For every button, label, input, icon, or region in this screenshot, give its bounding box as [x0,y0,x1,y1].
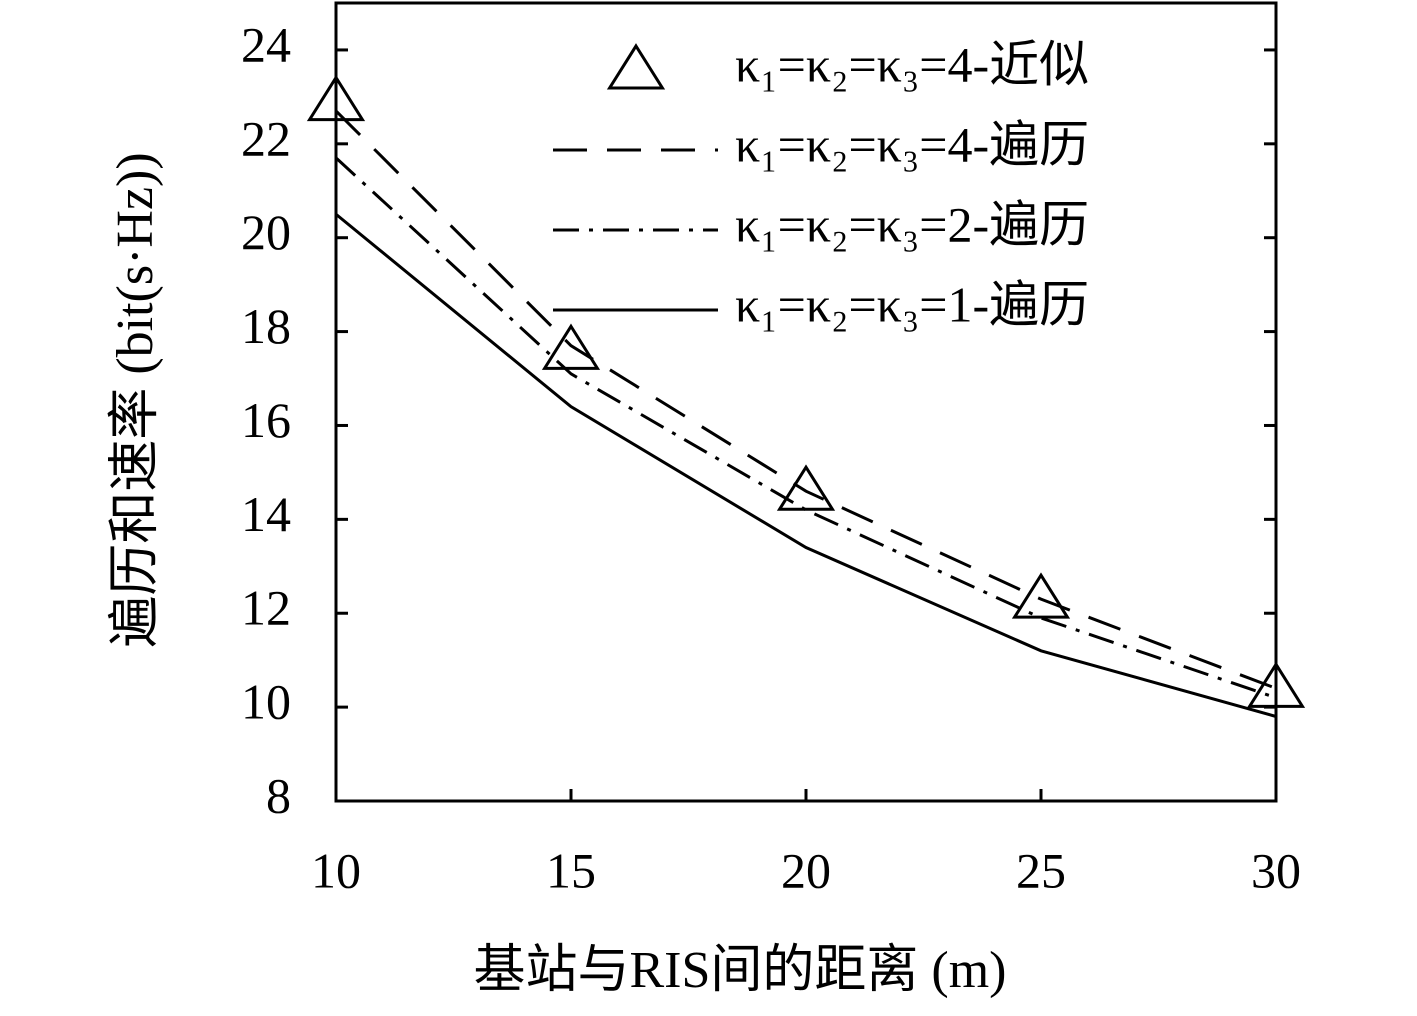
y-tick-label: 24 [241,16,291,72]
y-tick-label: 16 [241,392,291,448]
series-line [334,156,1277,700]
y-tick-label: 10 [241,674,291,730]
x-tick-label: 20 [781,842,831,898]
x-tick-label: 15 [546,842,596,898]
marker [1246,661,1306,708]
x-tick-label: 30 [1251,842,1301,898]
series-line [335,213,1277,718]
y-tick-label: 20 [241,204,291,260]
y-tick-label: 8 [266,767,291,823]
x-axis-label: 基站与RIS间的距离 (m) [473,942,1006,999]
x-tick-label: 10 [311,842,361,898]
x-tick-label: 25 [1016,842,1066,898]
legend-label: κ₁=κ₂=κ₃=1-遍历 [735,276,1089,332]
marker [306,74,366,122]
legend-label: κ₁=κ₂=κ₃=4-近似 [735,36,1089,92]
series-line [334,109,1277,690]
marker [1011,572,1071,619]
y-axis-label: 遍历和速率 (bit(s·Hz)) [107,152,164,647]
legend-symbol [606,43,666,90]
marker [776,464,836,511]
y-tick-label: 22 [241,110,291,166]
y-tick-label: 18 [241,298,291,354]
marker [541,323,601,370]
legend-label: κ₁=κ₂=κ₃=2-遍历 [735,196,1089,252]
y-tick-label: 14 [241,486,291,542]
y-tick-label: 12 [241,580,291,636]
legend-label: κ₁=κ₂=κ₃=4-遍历 [735,116,1089,172]
